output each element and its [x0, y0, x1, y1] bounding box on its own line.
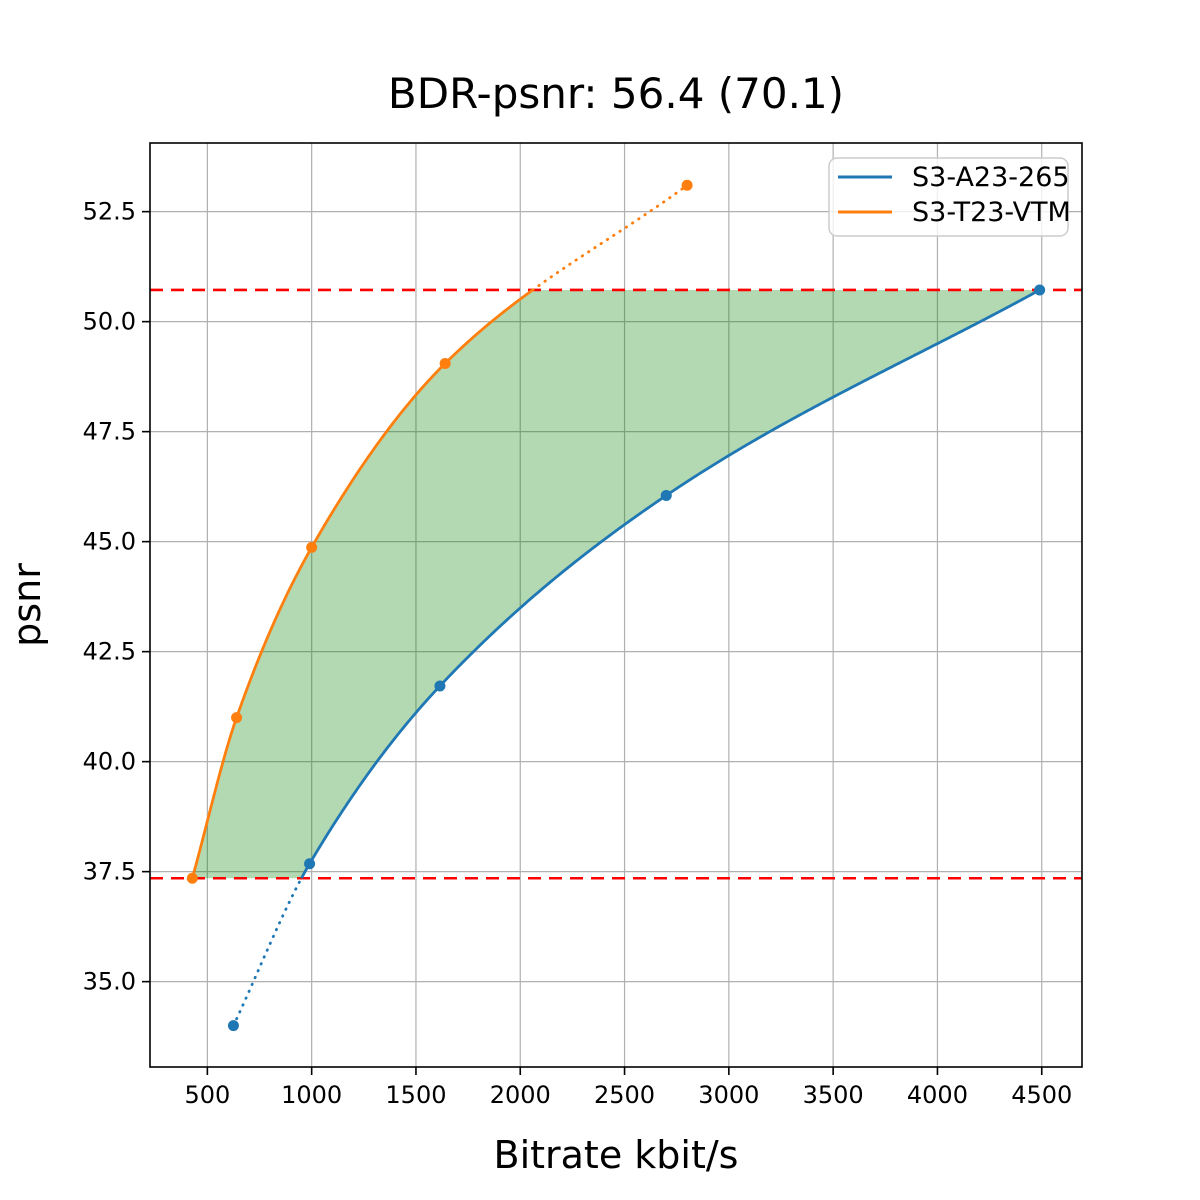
y-axis-label: psnr [5, 563, 49, 647]
series-curve-S3-A23-265-extrapolated [232, 876, 303, 1028]
bd-fill-region [192, 289, 1040, 879]
y-tick-label: 40.0 [83, 748, 136, 776]
x-tick-label: 500 [184, 1081, 230, 1109]
data-point-S3-T23-VTM [306, 541, 318, 553]
data-point-S3-A23-265 [304, 858, 316, 870]
data-point-S3-T23-VTM [231, 712, 243, 724]
x-tick-label: 1000 [281, 1081, 342, 1109]
chart-title: BDR-psnr: 56.4 (70.1) [388, 69, 844, 118]
x-axis-label: Bitrate kbit/s [494, 1133, 739, 1177]
x-tick-label: 2500 [594, 1081, 655, 1109]
y-tick-label: 52.5 [83, 198, 136, 226]
data-point-S3-A23-265 [660, 489, 672, 501]
data-point-S3-T23-VTM [439, 357, 451, 369]
y-tick-label: 47.5 [83, 418, 136, 446]
data-point-S3-A23-265 [434, 680, 446, 692]
data-point-S3-A23-265 [227, 1020, 239, 1032]
axis-ticks [142, 210, 1043, 1075]
x-tick-label: 1500 [385, 1081, 446, 1109]
y-tick-label: 37.5 [83, 858, 136, 886]
tick-labels: 500 1000 1500 2000 2500 3000 3500 4000 4500 35.0 3… [83, 198, 1073, 1109]
data-point-S3-A23-265 [1034, 284, 1046, 296]
bd-area [192, 289, 1040, 879]
axes-spines [149, 142, 1083, 1068]
legend-label-1: S3-T23-VTM [912, 197, 1071, 228]
series-curve-S3-T23-VTM [190, 288, 534, 879]
reference-lines [150, 288, 1082, 880]
y-tick-label: 35.0 [83, 968, 136, 996]
x-tick-label: 2000 [490, 1081, 551, 1109]
data-markers [186, 179, 1046, 1032]
plot-border [149, 142, 1083, 1068]
y-tick-label: 42.5 [83, 638, 136, 666]
x-tick-label: 4500 [1011, 1081, 1072, 1109]
series-curve-S3-T23-VTM-extrapolated [531, 183, 689, 292]
x-tick-label: 4000 [907, 1081, 968, 1109]
x-tick-label: 3500 [803, 1081, 864, 1109]
legend: S3-A23-265 S3-T23-VTM [828, 157, 1071, 237]
y-tick-label: 50.0 [83, 308, 136, 336]
x-tick-label: 3000 [698, 1081, 759, 1109]
data-point-S3-T23-VTM [681, 179, 693, 191]
legend-label-0: S3-A23-265 [912, 162, 1070, 193]
y-tick-label: 45.0 [83, 528, 136, 556]
data-point-S3-T23-VTM [186, 872, 198, 884]
